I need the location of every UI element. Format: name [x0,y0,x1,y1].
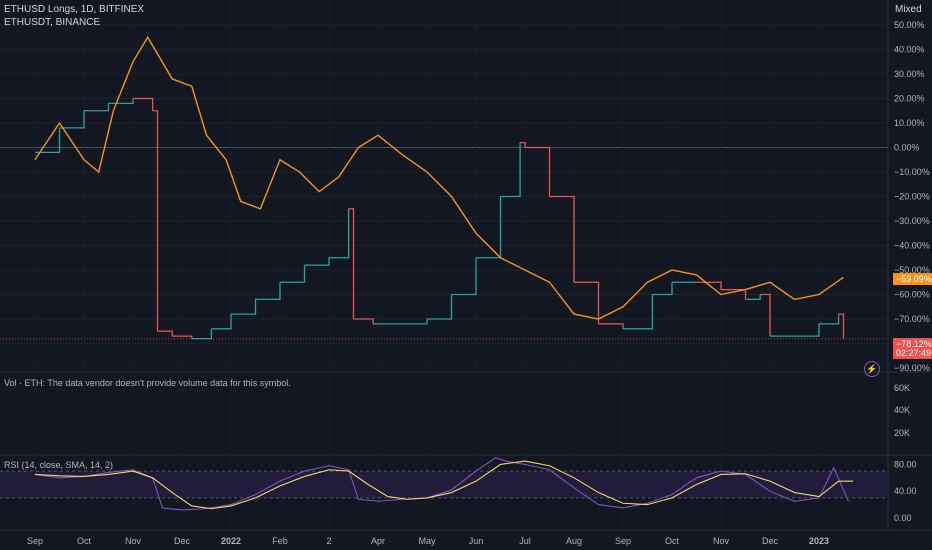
y-tick-label: 10.00% [894,118,925,128]
longs-step-segment [574,281,600,324]
x-tick-label: Apr [371,536,385,546]
rsi-line [34,457,849,511]
x-tick-label: Sep [615,536,631,546]
y-tick-label: −70.00% [894,314,930,324]
longs-step-segment [304,257,330,266]
x-tick-label: May [418,536,436,546]
eth-price-line [34,35,844,320]
x-tick-label: Aug [566,536,582,546]
rsi-y-tick-label: 40.00 [894,486,917,496]
x-tick-label: 2023 [809,536,829,546]
compare-series-title: ETHUSDT, BINANCE [4,17,101,28]
y-tick-label: −20.00% [894,192,930,202]
rsi-pane-label: RSI (14, close, SMA, 14, 2) [4,460,114,470]
longs-step-segment [255,282,281,301]
volume-y-tick-label: 40K [894,405,910,415]
volume-y-tick-label: 60K [894,383,910,393]
x-tick-label: Jun [469,536,484,546]
longs-step-segment [353,318,374,324]
longs-step-segment [451,257,477,296]
x-tick-label: Nov [713,536,730,546]
longs-timer-badge: 02:27:49 [893,347,932,359]
longs-step-segment [760,293,771,337]
last-price-badge: −53.09% [893,273,932,285]
rsi-y-tick-label: 0.00 [894,513,912,523]
y-tick-label: 50.00% [894,20,925,30]
x-tick-label: Oct [77,536,92,546]
longs-step-segment [280,265,306,283]
longs-step-segment [133,97,154,111]
longs-step-segment [402,319,428,325]
x-tick-label: Dec [762,536,779,546]
longs-step-segment [652,282,673,296]
y-tick-label: 20.00% [894,94,925,104]
longs-step-segment [157,330,173,337]
longs-step-segment [329,208,350,259]
x-tick-label: Oct [665,536,680,546]
longs-step-segment [427,294,453,320]
y-tick-label: −90.00% [894,363,930,373]
y-tick-label: −40.00% [894,241,930,251]
y-tick-label: −30.00% [894,216,930,226]
y-tick-label: −10.00% [894,167,930,177]
scale-mode-label[interactable]: Mixed [895,4,922,15]
longs-step-segment [838,313,845,339]
longs-step-segment [84,103,110,112]
longs-step-segment [172,335,193,339]
longs-step-segment [59,110,85,129]
longs-step-segment [152,110,159,332]
x-tick-label: Jul [519,536,531,546]
longs-step-segment [598,323,624,329]
lightning-icon[interactable]: ⚡ [864,361,880,377]
longs-step-segment [794,323,820,337]
longs-step-segment [231,299,257,315]
x-tick-label: 2022 [221,536,241,546]
longs-step-segment [191,328,213,340]
x-tick-label: Sep [27,536,43,546]
longs-step-segment [108,98,134,105]
y-tick-label: 40.00% [894,45,925,55]
longs-step-segment [348,208,355,319]
longs-step-segment [520,141,526,148]
longs-step-segment [211,314,232,330]
longs-step-segment [642,294,654,330]
y-tick-label: −60.00% [894,290,930,300]
longs-step-segment [525,146,551,197]
longs-step-segment [35,127,61,154]
volume-pane-label: Vol · ETH: The data vendor doesn't provi… [4,378,291,388]
longs-step-segment [745,294,761,301]
longs-step-segment [500,142,521,198]
rsi-sma-line [34,460,854,510]
volume-y-tick-label: 20K [894,428,910,438]
x-tick-label: Nov [125,536,142,546]
longs-step-segment [476,196,502,259]
longs-step-segment [696,281,722,290]
y-tick-label: 0.00% [894,143,920,153]
longs-step-segment [819,314,840,325]
rsi-y-tick-label: 80.00 [894,459,917,469]
longs-step-segment [549,195,575,283]
main-series-title: ETHUSD Longs, 1D, BITFINEX [4,4,145,15]
x-tick-label: Dec [174,536,191,546]
y-tick-label: −50.00% [894,265,930,275]
x-tick-label: Feb [272,536,288,546]
y-tick-label: 30.00% [894,69,925,79]
x-tick-label: 2 [326,536,331,546]
